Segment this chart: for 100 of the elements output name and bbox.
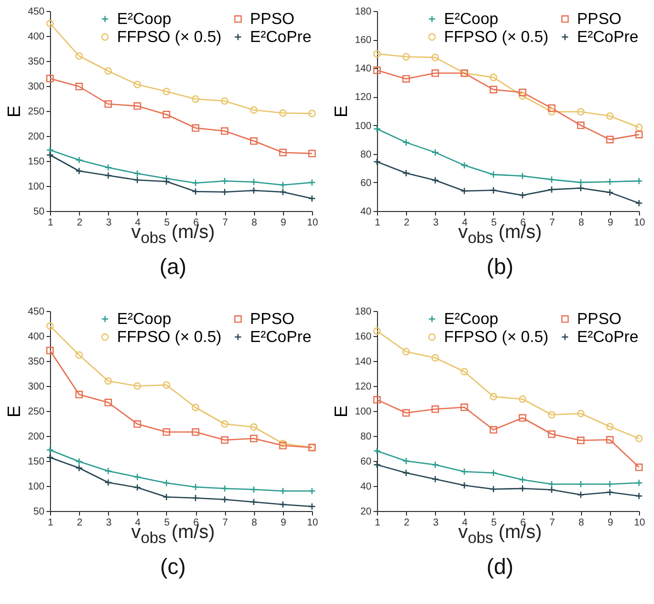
point (518, 88, 526, 96)
point (518, 172, 526, 180)
point (577, 184, 585, 192)
point (308, 150, 316, 158)
point (162, 178, 170, 186)
point (548, 104, 556, 112)
point (75, 156, 83, 164)
point (431, 54, 439, 62)
legend-label: E²Coop (444, 11, 498, 28)
point (431, 405, 439, 413)
y-tick-label: 200 (28, 432, 45, 442)
legend-label: FFPSO (× 0.5) (444, 329, 548, 346)
y-tick-label: 400 (28, 332, 45, 342)
x-tick-label: 2 (404, 518, 410, 528)
x-tick-label: 4 (135, 218, 142, 228)
y-tick-label: 100 (354, 406, 372, 418)
y-tick-label: 350 (28, 356, 45, 368)
y-tick-label: 140 (354, 64, 372, 75)
point (162, 88, 170, 96)
legend-label: PPSO (577, 311, 622, 328)
legend-label: E²Coop (117, 11, 172, 28)
x-tick-label: 2 (404, 218, 410, 228)
point (606, 178, 614, 186)
point (75, 52, 83, 60)
point (548, 486, 556, 494)
point (162, 381, 170, 389)
y-tick-label: 50 (33, 206, 45, 218)
point (75, 82, 83, 90)
x-tick-label: 8 (251, 518, 258, 528)
point (220, 436, 228, 444)
point (431, 69, 439, 77)
point (402, 469, 410, 477)
point (46, 346, 54, 354)
point (431, 475, 439, 483)
y-tick-label: 150 (28, 156, 45, 168)
y-tick-label: 450 (28, 306, 45, 318)
x-tick-label: 3 (432, 518, 439, 528)
point (490, 186, 498, 194)
x-tick-label: 7 (222, 518, 228, 528)
point (220, 177, 228, 185)
legend-label: E²CoPre (250, 29, 312, 46)
legend-label: FFPSO (× 0.5) (117, 29, 222, 46)
point (162, 428, 170, 436)
point (104, 467, 112, 475)
point (279, 148, 287, 156)
y-tick-label: 450 (28, 6, 45, 18)
x-tick-label: 2 (76, 518, 83, 528)
x-tick-label: 10 (634, 218, 646, 228)
y-tick-label: 150 (28, 456, 45, 468)
point (134, 484, 142, 492)
point (220, 484, 228, 492)
point (431, 148, 439, 156)
point (635, 463, 643, 472)
x-tick-label: 8 (251, 218, 258, 228)
point (220, 97, 228, 105)
x-tick-label: 5 (164, 518, 170, 528)
y-tick-label: 100 (354, 120, 372, 132)
point (460, 468, 468, 476)
point (279, 181, 287, 189)
point (250, 137, 258, 145)
point (192, 428, 200, 436)
y-tick-label: 40 (360, 482, 372, 492)
point (460, 368, 468, 376)
point (279, 188, 287, 196)
x-tick-label: 9 (280, 518, 287, 528)
point (606, 188, 614, 196)
point (635, 130, 643, 138)
y-tick-label: 80 (360, 149, 372, 160)
legend-label: E²CoPre (250, 329, 312, 346)
point (606, 136, 614, 144)
text: (c) (159, 554, 187, 580)
point (402, 138, 410, 146)
point (373, 66, 381, 74)
point (402, 457, 410, 465)
x-tick-label: 10 (634, 518, 646, 528)
legend-label: FFPSO (× 0.5) (444, 29, 548, 46)
point (373, 396, 381, 404)
point (606, 436, 614, 444)
text: (a) (158, 254, 188, 280)
point (134, 420, 142, 428)
point (104, 100, 112, 108)
y-tick-label: 200 (28, 132, 45, 142)
x-tick-label: 8 (578, 218, 584, 228)
point (279, 109, 287, 117)
point (548, 108, 556, 116)
point (134, 382, 142, 390)
point (192, 188, 200, 196)
point (431, 176, 439, 184)
y-tick-label: 300 (28, 82, 45, 92)
point (192, 124, 200, 132)
point (518, 484, 526, 492)
point (220, 496, 228, 504)
point (606, 112, 614, 120)
legend-label: FFPSO (× 0.5) (117, 329, 222, 346)
y-tick-label: 80 (360, 432, 372, 442)
x-tick-label: 10 (306, 218, 318, 228)
point (250, 186, 258, 194)
point (548, 410, 556, 419)
point (518, 395, 526, 403)
point (162, 110, 170, 118)
